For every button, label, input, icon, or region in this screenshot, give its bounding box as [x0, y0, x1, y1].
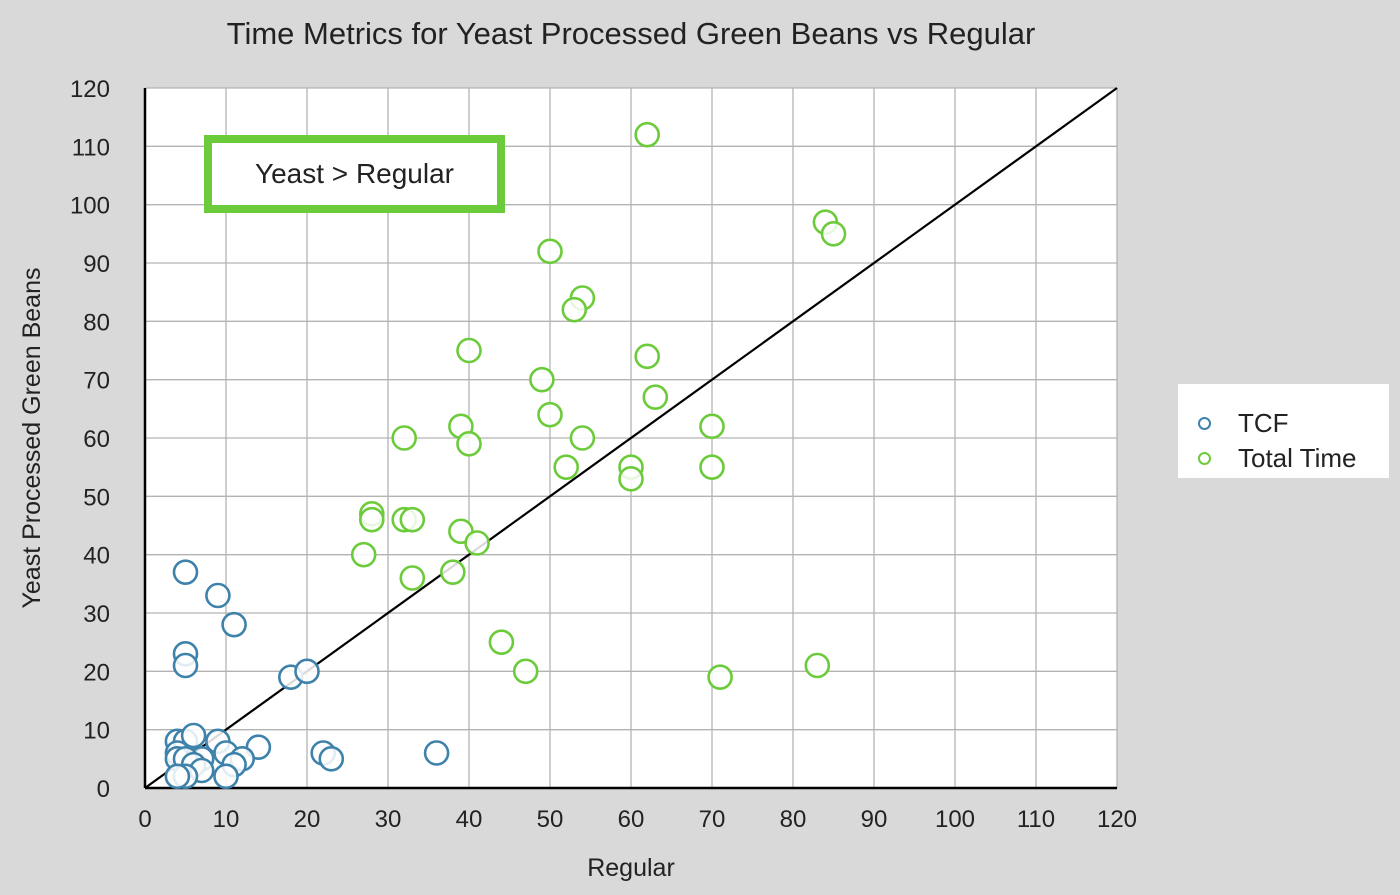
legend: TCF Total Time: [1178, 384, 1389, 478]
x-tick-label-12: 120: [1097, 806, 1137, 833]
data-point-total-time-6[interactable]: [456, 337, 482, 364]
tick-labels: 0 10 20 30 40 50 60 70 80 90 100 110 120 0 10 20 30 40 50 6…: [70, 76, 1137, 833]
data-point-tcf-9[interactable]: [180, 722, 207, 749]
y-tick-label-3: 30: [83, 601, 110, 628]
data-point-total-time-31[interactable]: [707, 664, 733, 690]
data-point-total-time-15[interactable]: [569, 425, 596, 451]
data-point-tcf-22[interactable]: [164, 763, 191, 790]
data-point-total-time-7[interactable]: [634, 343, 661, 370]
legend-marker-tcf: [1198, 417, 1211, 430]
data-point-total-time-9[interactable]: [642, 384, 669, 410]
y-tick-label-9: 90: [83, 251, 110, 278]
y-tick-label-12: 120: [70, 76, 110, 103]
x-tick-label-8: 80: [780, 806, 807, 833]
data-point-total-time-14[interactable]: [456, 431, 482, 457]
data-point-total-time-3[interactable]: [537, 238, 563, 265]
y-tick-label-11: 110: [72, 134, 110, 161]
y-tick-label-4: 40: [83, 543, 110, 570]
data-point-total-time-21[interactable]: [358, 506, 385, 533]
legend-item-tcf[interactable]: TCF: [1198, 406, 1389, 441]
x-tick-label-5: 50: [537, 806, 564, 833]
data-point-tcf-4[interactable]: [172, 652, 199, 679]
data-point-total-time-0[interactable]: [634, 121, 661, 148]
data-point-tcf-0[interactable]: [172, 559, 199, 585]
data-point-total-time-25[interactable]: [464, 530, 490, 556]
legend-label-total-time: Total Time: [1238, 443, 1357, 473]
x-tick-label-9: 90: [861, 806, 888, 833]
y-axis-label: Yeast Processed Green Beans: [18, 268, 46, 609]
data-point-total-time-12[interactable]: [699, 413, 725, 440]
annotation-box: Yeast > Regular: [204, 135, 505, 213]
legend-marker-total-time: [1198, 452, 1211, 465]
legend-label-tcf: TCF: [1238, 408, 1289, 438]
y-tick-label-10: 100: [70, 193, 110, 220]
x-tick-label-2: 20: [294, 806, 321, 833]
data-point-tcf-6[interactable]: [294, 658, 320, 685]
data-point-total-time-16[interactable]: [553, 454, 580, 480]
x-tick-label-6: 60: [618, 806, 645, 833]
data-point-tcf-25[interactable]: [318, 746, 345, 772]
y-tick-label-0: 0: [97, 776, 110, 803]
y-tick-label-7: 70: [83, 368, 110, 395]
y-tick-label-1: 10: [83, 718, 110, 745]
data-point-total-time-27[interactable]: [399, 565, 426, 591]
x-tick-label-3: 30: [375, 806, 402, 833]
data-point-tcf-2[interactable]: [221, 611, 247, 638]
data-point-total-time-8[interactable]: [529, 366, 555, 393]
annotation-text: Yeast > Regular: [255, 158, 454, 189]
data-point-total-time-19[interactable]: [618, 466, 644, 492]
data-point-total-time-13[interactable]: [391, 425, 418, 451]
data-point-tcf-26[interactable]: [423, 740, 450, 766]
data-point-total-time-5[interactable]: [561, 296, 588, 323]
data-point-total-time-23[interactable]: [399, 506, 426, 533]
data-point-total-time-10[interactable]: [537, 401, 563, 428]
x-tick-label-7: 70: [699, 806, 726, 833]
y-tick-label-2: 20: [83, 659, 110, 686]
axes: [143, 88, 1117, 790]
data-point-total-time-26[interactable]: [350, 541, 377, 568]
data-points: [164, 121, 847, 790]
x-tick-label-1: 10: [213, 806, 240, 833]
data-point-total-time-2[interactable]: [820, 221, 847, 247]
y-tick-label-8: 80: [83, 309, 110, 336]
x-tick-label-10: 100: [935, 806, 975, 833]
x-tick-label-0: 0: [138, 806, 151, 833]
chart-title: Time Metrics for Yeast Processed Green B…: [226, 16, 1036, 51]
data-point-total-time-30[interactable]: [512, 658, 539, 685]
data-point-total-time-28[interactable]: [439, 559, 466, 585]
x-tick-label-4: 40: [456, 806, 483, 833]
y-tick-label-5: 50: [83, 484, 110, 511]
data-point-total-time-32[interactable]: [804, 652, 831, 679]
data-point-total-time-29[interactable]: [488, 629, 515, 655]
data-point-tcf-23[interactable]: [213, 763, 239, 790]
x-axis-label: Regular: [587, 854, 675, 882]
data-point-total-time-18[interactable]: [699, 454, 725, 480]
y-tick-label-6: 60: [83, 426, 110, 453]
legend-item-total-time[interactable]: Total Time: [1198, 441, 1389, 476]
data-point-tcf-1[interactable]: [205, 582, 231, 609]
x-tick-label-11: 110: [1017, 806, 1055, 833]
